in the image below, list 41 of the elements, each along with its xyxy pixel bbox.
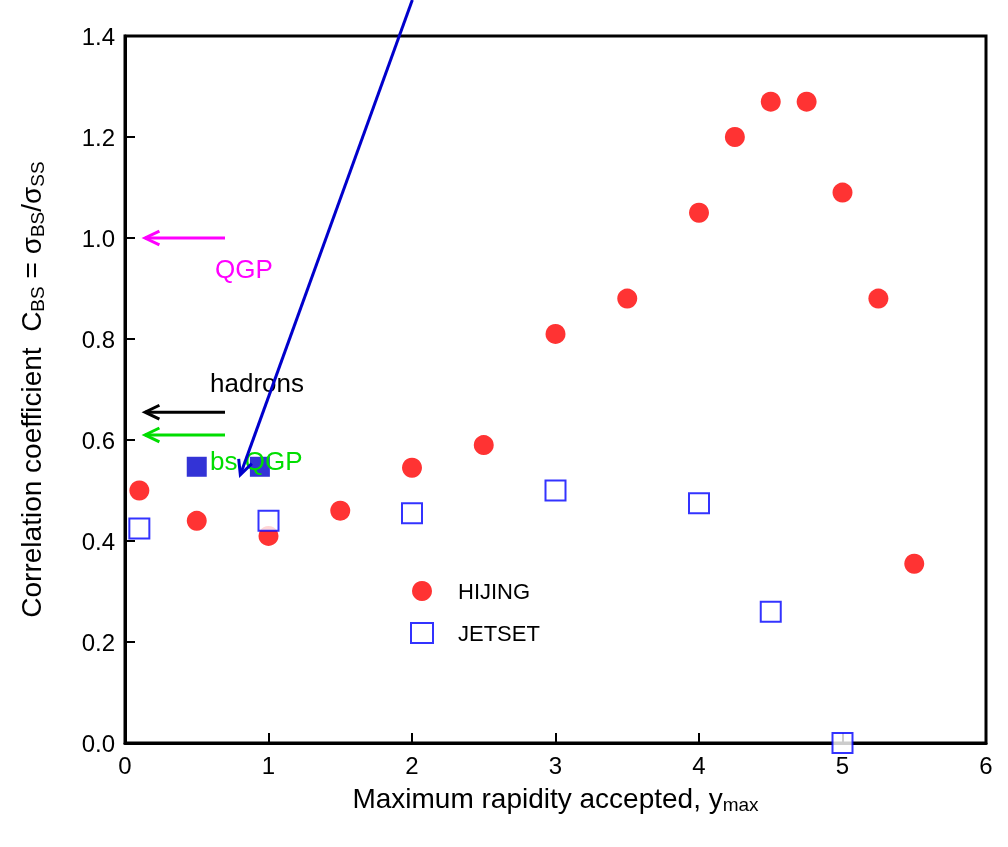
point xyxy=(724,127,745,147)
point xyxy=(186,510,207,531)
point xyxy=(688,492,710,515)
y-tick-label: 0.4 xyxy=(81,527,115,555)
y-tick-label: 0.8 xyxy=(81,325,115,353)
y-tick-label: 1.2 xyxy=(81,123,115,151)
y-tick-label: 1.4 xyxy=(81,22,115,50)
point xyxy=(796,91,817,112)
y-axis-title: Correlation coefficient CBS = σBS/σSS xyxy=(16,161,48,618)
point xyxy=(402,457,422,478)
x-tick-label: 3 xyxy=(548,751,563,779)
point xyxy=(401,502,423,525)
point xyxy=(129,480,150,501)
y-tick-label: 0.0 xyxy=(81,729,115,757)
x-tick-label: 2 xyxy=(405,751,419,779)
point xyxy=(831,732,854,754)
x-tick-label: 5 xyxy=(835,751,850,779)
y-tick-label: 0.6 xyxy=(81,426,115,454)
y-tick-label: 1.0 xyxy=(81,224,115,252)
point xyxy=(689,202,709,223)
ref-line-label: QGP xyxy=(215,254,273,284)
point xyxy=(760,91,781,112)
point xyxy=(545,323,566,344)
point xyxy=(832,182,853,203)
point xyxy=(544,479,567,502)
point xyxy=(759,600,782,623)
point xyxy=(868,288,889,309)
point xyxy=(186,456,207,477)
legend-label: HIJING xyxy=(458,578,531,604)
point xyxy=(330,500,351,521)
point xyxy=(257,509,280,532)
y-tick-label: 0.2 xyxy=(81,628,115,656)
legend-label: JETSET xyxy=(458,620,540,646)
point xyxy=(904,553,925,574)
point xyxy=(473,435,494,456)
x-tick-label: 1 xyxy=(261,751,276,779)
x-tick-label: 0 xyxy=(118,751,132,779)
x-tick-label: 6 xyxy=(979,751,993,779)
point xyxy=(617,288,638,309)
point xyxy=(128,517,151,540)
x-tick-label: 4 xyxy=(692,751,706,779)
